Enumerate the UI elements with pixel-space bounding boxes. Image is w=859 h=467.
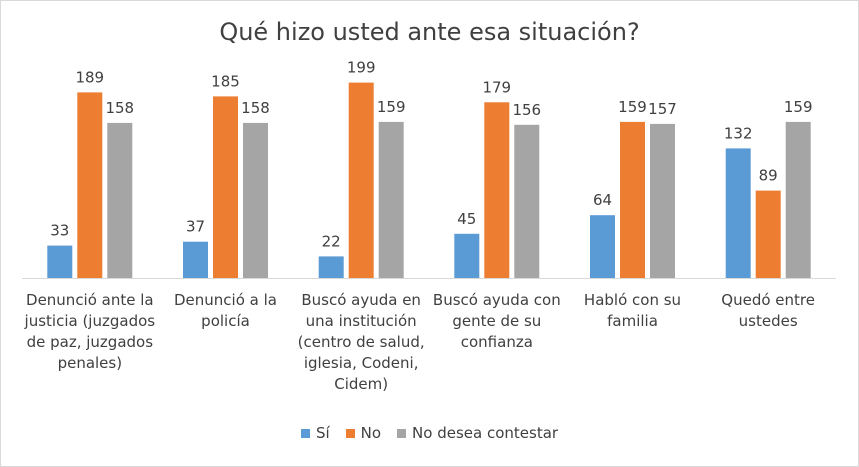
data-label: 185 — [211, 72, 240, 90]
bar — [725, 148, 751, 278]
bar — [454, 233, 480, 278]
data-label: 179 — [482, 78, 511, 96]
legend-label: Sí — [315, 424, 330, 442]
data-label: 158 — [241, 99, 270, 117]
category-label: Quedó entre ustedes — [721, 291, 815, 330]
bar — [590, 215, 615, 278]
bar — [318, 256, 344, 278]
category-label: Denunció ante la justicia (juzgados de p… — [24, 291, 156, 372]
legend-label: No desea contestar — [412, 424, 559, 442]
data-label: 33 — [50, 222, 69, 240]
bar — [620, 121, 645, 279]
legend-label: No — [360, 424, 382, 442]
legend-item: Sí — [300, 424, 330, 442]
bar — [47, 245, 73, 278]
legend-swatch — [300, 428, 310, 438]
bar — [378, 121, 404, 279]
category-label: Buscó ayuda en una institución (centro d… — [297, 291, 425, 393]
data-label: 157 — [648, 100, 677, 118]
legend: Sí No No desea contestar — [0, 424, 859, 442]
bar — [755, 190, 781, 278]
data-label: 37 — [186, 218, 205, 236]
category-label: Denunció a la policía — [174, 291, 277, 330]
data-label: 159 — [377, 98, 406, 116]
data-label: 159 — [618, 98, 647, 116]
legend-item: No — [345, 424, 382, 442]
data-label: 156 — [512, 101, 541, 119]
category-label: Buscó ayuda con gente de su confianza — [432, 291, 561, 351]
bar — [650, 123, 675, 279]
legend-swatch — [345, 428, 355, 438]
bar — [514, 124, 540, 278]
bar — [77, 92, 103, 279]
category-label: Habló con su familia — [583, 291, 682, 330]
data-label: 45 — [457, 210, 476, 228]
chart-title: Qué hizo usted ante esa situación? — [219, 18, 640, 46]
data-label: 132 — [724, 124, 753, 142]
legend-swatch — [397, 428, 407, 438]
bar — [183, 241, 208, 278]
bar — [243, 122, 268, 279]
bar — [213, 96, 238, 279]
data-label: 64 — [593, 191, 612, 209]
data-label: 199 — [347, 59, 376, 77]
bar — [785, 121, 811, 279]
data-label: 22 — [322, 232, 341, 250]
data-label: 189 — [75, 68, 104, 86]
data-label: 89 — [759, 167, 778, 185]
bar — [107, 122, 133, 279]
data-label: 158 — [105, 99, 134, 117]
data-label: 159 — [784, 98, 813, 116]
bar — [484, 102, 510, 278]
legend-item: No desea contestar — [397, 424, 558, 442]
bar — [348, 82, 374, 278]
